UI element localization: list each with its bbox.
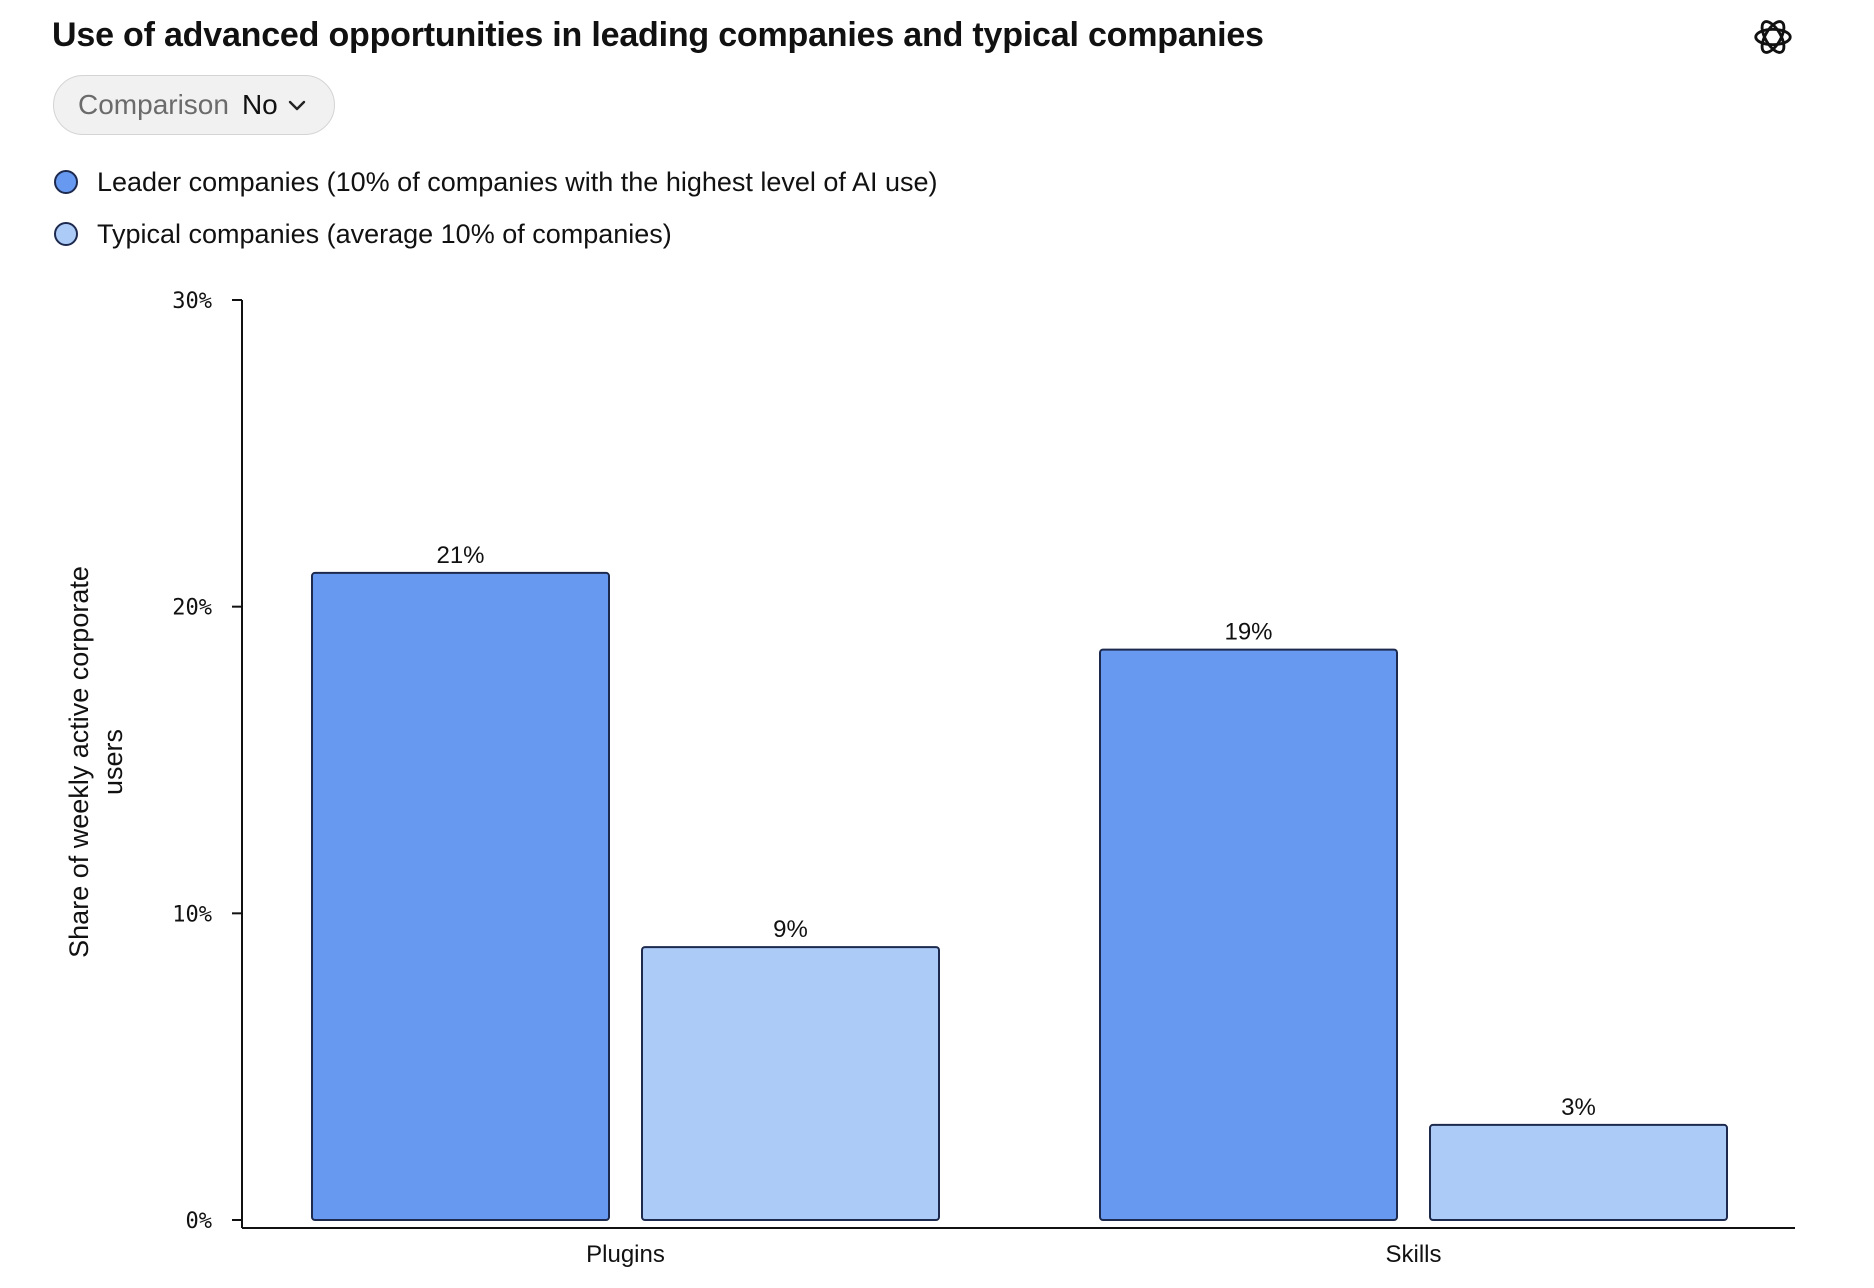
bar-plugins-typical	[641, 946, 940, 1221]
y-axis-label: Share of weekly active corporate users	[64, 566, 128, 958]
legend-swatch-leader	[54, 170, 78, 194]
y-axis: 0% 10% 20% 30%	[172, 289, 243, 1234]
legend-label-leader: Leader companies (10% of companies with …	[97, 166, 938, 197]
x-category-label: Plugins	[586, 1241, 665, 1268]
openai-logo-icon	[1754, 20, 1792, 54]
data-label: 19%	[1224, 619, 1272, 646]
bars: 21% 9% 19% 3%	[311, 542, 1728, 1222]
data-label: 21%	[436, 542, 484, 569]
y-tick-label: 10%	[172, 902, 212, 927]
legend-label-typical: Typical companies (average 10% of compan…	[97, 218, 672, 249]
x-category-label: Skills	[1385, 1241, 1441, 1268]
chevron-down-icon	[288, 100, 305, 111]
chart-title: Use of advanced opportunities in leading…	[52, 16, 1264, 54]
bar-plugins-leader	[311, 571, 610, 1221]
data-label: 9%	[773, 916, 808, 943]
bar-skills-typical	[1429, 1123, 1728, 1222]
y-tick-label: 30%	[172, 289, 212, 314]
legend: Leader companies (10% of companies with …	[54, 167, 937, 249]
comparison-dropdown[interactable]: Comparison No	[53, 75, 335, 135]
data-label: 3%	[1561, 1094, 1596, 1121]
x-axis: Plugins Skills	[242, 1227, 1795, 1268]
legend-item-leader: Leader companies (10% of companies with …	[54, 167, 937, 197]
comparison-label: Comparison	[78, 89, 229, 120]
legend-swatch-typical	[54, 222, 78, 246]
y-tick-label: 0%	[186, 1209, 213, 1234]
y-tick-label: 20%	[172, 596, 212, 621]
comparison-value: No	[241, 89, 278, 120]
legend-item-typical: Typical companies (average 10% of compan…	[54, 219, 937, 249]
bar-skills-leader	[1099, 648, 1398, 1221]
